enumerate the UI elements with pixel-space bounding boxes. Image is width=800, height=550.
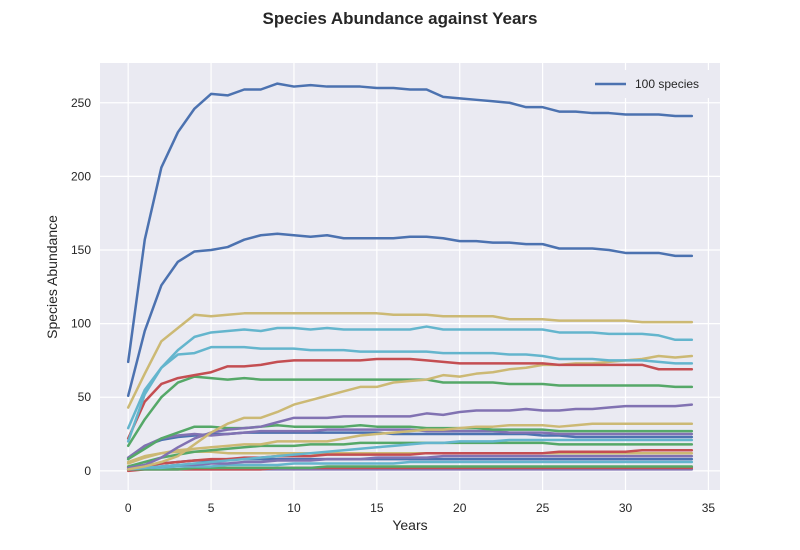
x-tick-label: 0: [125, 501, 132, 515]
x-tick-label: 30: [619, 501, 633, 515]
series-line: [126, 465, 694, 471]
series-line: [126, 441, 694, 468]
y-tick-label: 100: [71, 317, 91, 331]
series-line: [126, 345, 694, 443]
series-line: [126, 403, 694, 470]
y-tick-label: 0: [84, 464, 91, 478]
series-line-100-species: [126, 82, 694, 364]
plot-area: [100, 63, 720, 490]
x-axis: 0 5 10 15 20 25 30 35: [125, 501, 716, 515]
x-tick-label: 20: [453, 501, 467, 515]
series-group: [126, 82, 694, 473]
y-tick-label: 50: [78, 390, 92, 404]
series-line: [126, 357, 694, 440]
x-tick-label: 35: [702, 501, 716, 515]
y-tick-label: 200: [71, 169, 91, 183]
series-line: [126, 438, 694, 471]
series-line: [126, 466, 694, 473]
y-tick-label: 150: [71, 243, 91, 257]
x-tick-label: 25: [536, 501, 550, 515]
grid: [100, 63, 720, 490]
legend-label: 100 species: [635, 77, 699, 91]
series-line: [126, 428, 694, 459]
y-axis-label: Species Abundance: [44, 215, 60, 339]
chart-title: Species Abundance against Years: [263, 9, 538, 28]
series-line: [126, 325, 694, 430]
y-axis: 0 50 100 150 200 250: [71, 96, 91, 478]
x-axis-label: Years: [392, 517, 427, 533]
series-line: [126, 460, 694, 471]
series-line: [126, 232, 694, 398]
series-line: [126, 354, 694, 471]
series-line: [126, 450, 694, 464]
x-tick-label: 5: [208, 501, 215, 515]
series-line: [126, 454, 694, 471]
y-tick-label: 250: [71, 96, 91, 110]
series-line: [126, 422, 694, 465]
series-line: [126, 375, 694, 448]
x-tick-label: 15: [370, 501, 384, 515]
series-line: [126, 448, 694, 470]
series-line: [126, 312, 694, 409]
legend: 100 species: [586, 70, 714, 98]
x-tick-label: 10: [287, 501, 301, 515]
